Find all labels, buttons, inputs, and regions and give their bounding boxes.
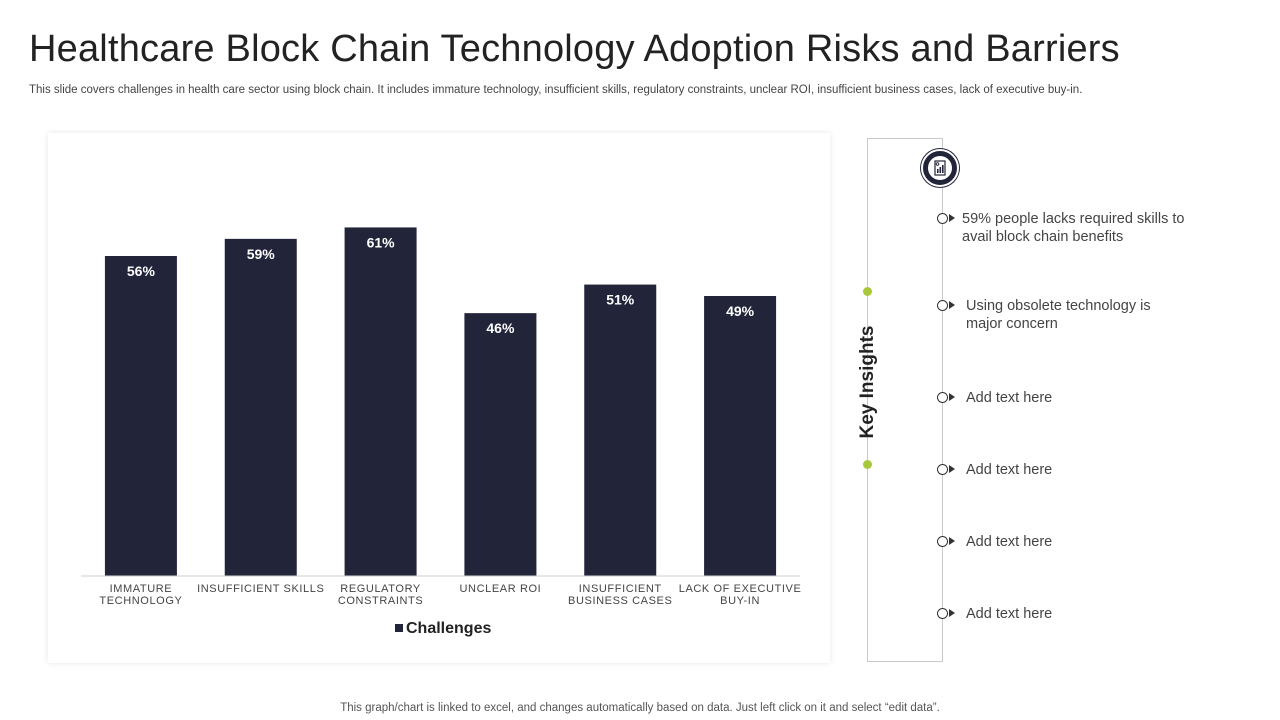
bar[interactable] <box>704 296 777 576</box>
insight-text: Add text here <box>966 606 1053 622</box>
insight-text: Add text here <box>966 390 1053 406</box>
data-label: 49% <box>726 303 755 319</box>
bar[interactable] <box>584 284 657 576</box>
arrow-right-icon <box>949 214 955 222</box>
insight-text: Add text here <box>966 534 1053 550</box>
page-title: Healthcare Block Chain Technology Adopti… <box>29 28 1120 70</box>
circle-bullet-icon <box>937 608 948 619</box>
arrow-right-icon <box>949 393 955 401</box>
data-label: 46% <box>486 320 515 336</box>
arrow-right-icon <box>949 537 955 545</box>
category-label: LACK OF EXECUTIVE <box>679 583 802 595</box>
circle-bullet-icon <box>937 392 948 403</box>
footer-note: This graph/chart is linked to excel, and… <box>340 702 940 714</box>
legend: Challenges <box>395 620 491 637</box>
bar[interactable] <box>464 313 537 576</box>
arrow-right-icon <box>949 609 955 617</box>
insight-text: Add text here <box>966 462 1053 478</box>
category-label: INSUFFICIENT SKILLS <box>197 583 324 595</box>
page-subtitle: This slide covers challenges in health c… <box>29 84 1083 96</box>
insight-text: 59% people lacks required skills to avai… <box>962 211 1185 245</box>
chart-card[interactable]: 56% 59% 61% 46% 51% 49% IMMATURE TECHNOLOGY INS… <box>48 133 830 663</box>
legend-label: Challenges <box>406 620 491 637</box>
circle-bullet-icon <box>937 464 948 475</box>
circle-bullet-icon <box>937 536 948 547</box>
data-label: 59% <box>247 246 276 262</box>
category-label: REGULATORY <box>340 583 421 595</box>
category-label: TECHNOLOGY <box>99 595 182 607</box>
circle-bullet-icon <box>937 213 948 224</box>
accent-dot-top <box>863 287 872 296</box>
accent-dot-bottom <box>863 460 872 469</box>
category-label: BUSINESS CASES <box>568 595 672 607</box>
data-label: 61% <box>367 234 396 250</box>
category-label: INSUFFICIENT <box>579 583 662 595</box>
data-label: 51% <box>606 292 635 308</box>
report-chart-icon <box>921 149 959 187</box>
circle-bullet-icon <box>937 300 948 311</box>
category-label: CONSTRAINTS <box>338 595 423 607</box>
category-label: BUY-IN <box>720 595 760 607</box>
data-label: 56% <box>127 263 156 279</box>
legend-swatch <box>395 624 403 632</box>
arrow-right-icon <box>949 301 955 309</box>
insight-text: Using obsolete technology is major conce… <box>966 298 1151 332</box>
bar[interactable] <box>104 256 177 576</box>
category-label: UNCLEAR ROI <box>460 583 542 595</box>
bar[interactable] <box>224 238 297 576</box>
key-insights-heading: Key Insights <box>857 325 878 439</box>
arrow-right-icon <box>949 465 955 473</box>
category-label: IMMATURE <box>110 583 173 595</box>
insights-panel <box>867 138 942 662</box>
bar[interactable] <box>344 227 417 576</box>
